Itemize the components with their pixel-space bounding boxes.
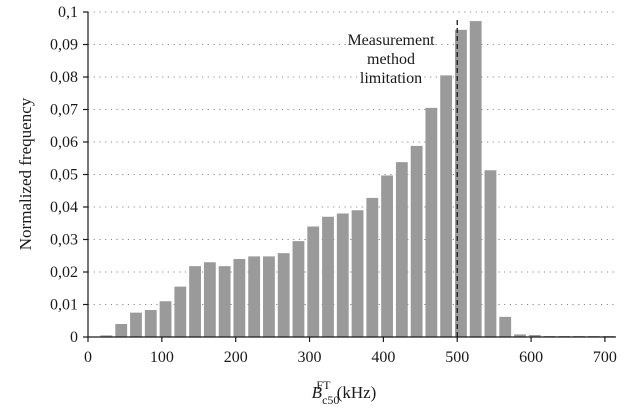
bar: [514, 334, 526, 337]
bar: [351, 210, 364, 337]
y-tick-label: 0,1: [58, 4, 78, 21]
bar: [499, 316, 512, 337]
bar: [322, 216, 334, 337]
label-layer: 0 0,01 0,02 0,03 0,04 0,05 0,06 0,07 0,08 0,09 0,1…: [50, 4, 617, 366]
bar-layer: [100, 21, 615, 337]
x-axis-unit: (kHz): [332, 383, 376, 402]
x-tick-label: 0: [84, 349, 92, 366]
x-tick-label: 600: [519, 349, 543, 366]
x-tick-label: 100: [150, 349, 174, 366]
bar: [277, 253, 290, 337]
bar: [307, 226, 320, 337]
x-axis-symbol: B: [312, 383, 323, 402]
bar: [115, 324, 128, 337]
bar: [159, 301, 172, 337]
bar: [366, 197, 379, 337]
annotation-line-1: Measurement: [347, 32, 435, 49]
x-tick-label: 200: [224, 349, 248, 366]
x-tick-label: 500: [445, 349, 469, 366]
x-tick-label: 700: [593, 349, 617, 366]
bar: [455, 29, 467, 337]
y-tick-label: 0,07: [50, 102, 78, 119]
annotation-line-3: limitation: [360, 70, 422, 87]
x-tick-label: 300: [298, 349, 322, 366]
bar: [174, 286, 187, 337]
y-tick-label: 0,09: [50, 37, 78, 54]
y-tick-label: 0: [70, 329, 78, 346]
y-tick-label: 0,02: [50, 264, 78, 281]
y-axis-title: Normalized frequency: [16, 97, 35, 250]
x-axis-superscript: FT: [316, 378, 331, 392]
y-tick-label: 0,08: [50, 69, 78, 86]
axis-layer: [83, 11, 616, 342]
x-tick-label: 400: [371, 349, 395, 366]
x-axis-subscript: c50: [322, 393, 339, 407]
y-tick-label: 0,05: [50, 167, 78, 184]
bar: [263, 256, 275, 337]
bar: [440, 75, 453, 337]
annotation-line-2: method: [367, 51, 415, 68]
bar: [203, 262, 216, 337]
bar: [218, 266, 231, 337]
y-tick-label: 0,01: [50, 297, 78, 314]
grid-layer: [88, 11, 616, 305]
bar: [144, 310, 157, 337]
bar: [130, 312, 142, 337]
y-tick-label: 0,06: [50, 134, 78, 151]
y-tick-label: 0,04: [50, 199, 78, 216]
bar: [336, 213, 349, 337]
bar: [528, 335, 541, 337]
bar: [381, 175, 393, 337]
bar: [233, 259, 246, 337]
bar: [395, 162, 408, 337]
bar: [292, 241, 305, 337]
bar: [484, 170, 497, 337]
bar: [248, 256, 261, 337]
bar: [100, 335, 113, 337]
bar: [425, 107, 438, 337]
bar: [410, 145, 423, 337]
x-axis-title: Bc50FT (kHz): [312, 378, 377, 407]
bar: [189, 266, 201, 337]
bar: [469, 21, 482, 337]
y-tick-label: 0,03: [50, 232, 78, 249]
